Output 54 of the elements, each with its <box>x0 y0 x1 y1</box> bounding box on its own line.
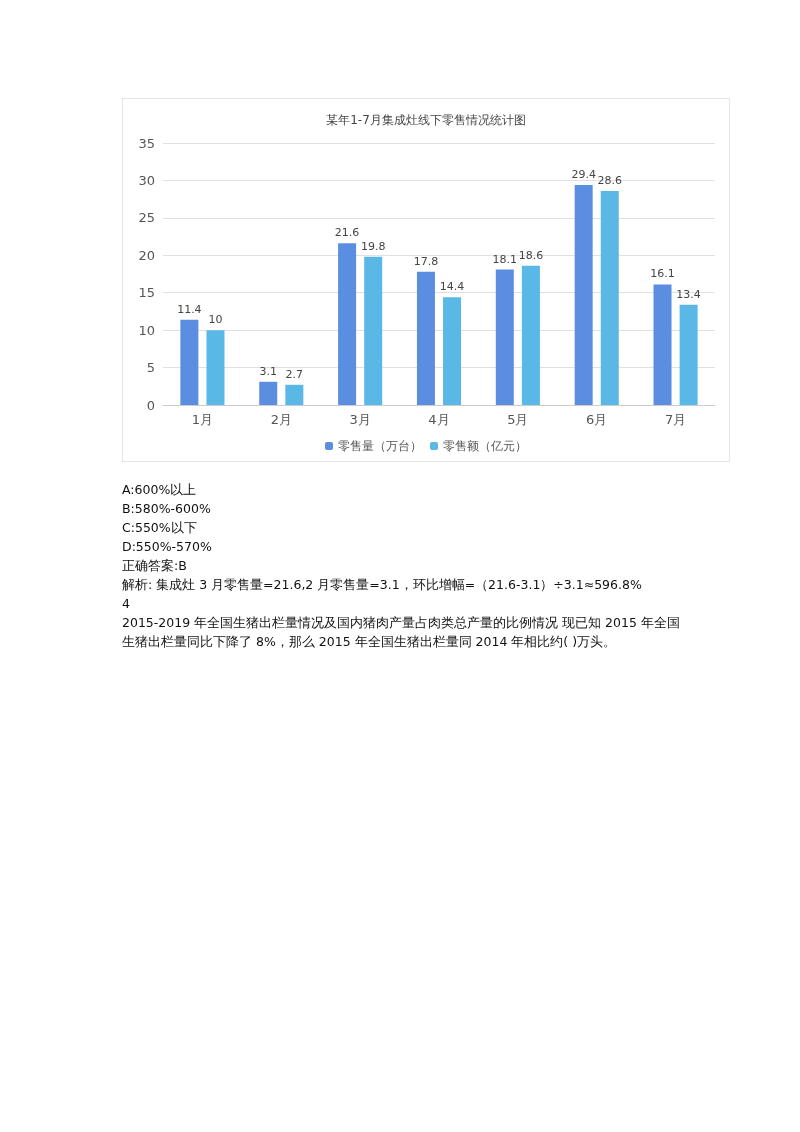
bar <box>679 304 698 405</box>
bar <box>443 297 462 405</box>
x-tick-label: 5月 <box>507 412 529 427</box>
text: 正确答案:B <box>122 557 188 575</box>
text: 2015-2019 年全国生猪出栏量情况及国内猪肉产量占肉类总产量的比例情况 现已知 2015 年全国生猪出栏量同比下降了 8%，那么 2015 年全国生猪出栏量同 2014 年相比约( )万头。 <box>122 614 681 651</box>
text: B:580%-600% <box>122 500 212 518</box>
x-tick-label: 7月 <box>664 412 687 427</box>
x-tick-label: 1月 <box>191 412 214 427</box>
y-tick-label: 25 <box>138 210 155 226</box>
data-label: 17.8 <box>413 254 439 268</box>
bar <box>259 381 278 405</box>
data-label: 28.6 <box>597 173 623 187</box>
y-tick-label: 15 <box>138 285 155 301</box>
y-tick-label: 20 <box>138 247 155 263</box>
data-label: 18.6 <box>518 248 544 262</box>
bar <box>574 184 593 405</box>
x-tick-label: 2月 <box>270 412 292 427</box>
text: D:550%-570% <box>122 538 213 556</box>
y-tick-label: 5 <box>146 360 155 376</box>
data-label: 14.4 <box>439 280 465 294</box>
text: C:550%以下 <box>122 519 198 537</box>
bar <box>180 319 199 405</box>
bar <box>285 384 304 405</box>
x-tick-label: 4月 <box>428 412 450 427</box>
y-tick-label: 0 <box>146 397 155 413</box>
bar <box>416 271 435 405</box>
bar <box>364 256 383 405</box>
data-label: 16.1 <box>650 267 675 281</box>
x-tick-label: 6月 <box>586 412 608 427</box>
data-label: 21.6 <box>334 226 360 240</box>
bar <box>338 243 357 405</box>
x-tick-label: 3月 <box>349 412 371 427</box>
text: A:600%以上 <box>122 481 198 499</box>
data-label: 3.1 <box>259 364 277 378</box>
chart-title: 某年1-7月集成灶线下零售情况统计图 <box>326 113 526 127</box>
bar <box>206 330 225 405</box>
bar <box>653 284 672 405</box>
data-label: 2.7 <box>285 367 304 381</box>
text: 4 <box>122 595 131 613</box>
data-label: 19.8 <box>360 239 386 253</box>
data-label: 18.1 <box>492 252 518 266</box>
data-label: 11.4 <box>177 302 202 316</box>
y-tick-label: 35 <box>138 135 155 151</box>
y-tick-label: 30 <box>138 172 155 188</box>
bar <box>521 265 540 405</box>
legend-label: 零售额（亿元） <box>443 439 527 453</box>
text: 解析: 集成灶 3 月零售量=21.6,2 月零售量=3.1，环比增幅=（21.6-3.1）÷3.1≈596.8% <box>122 576 643 594</box>
data-label: 29.4 <box>571 167 596 181</box>
data-label: 13.4 <box>676 287 701 301</box>
y-tick-label: 10 <box>138 322 155 338</box>
legend-label: 零售量（万台） <box>338 439 422 453</box>
bar <box>495 269 514 405</box>
data-label: 10 <box>208 313 223 327</box>
bar <box>600 190 619 405</box>
